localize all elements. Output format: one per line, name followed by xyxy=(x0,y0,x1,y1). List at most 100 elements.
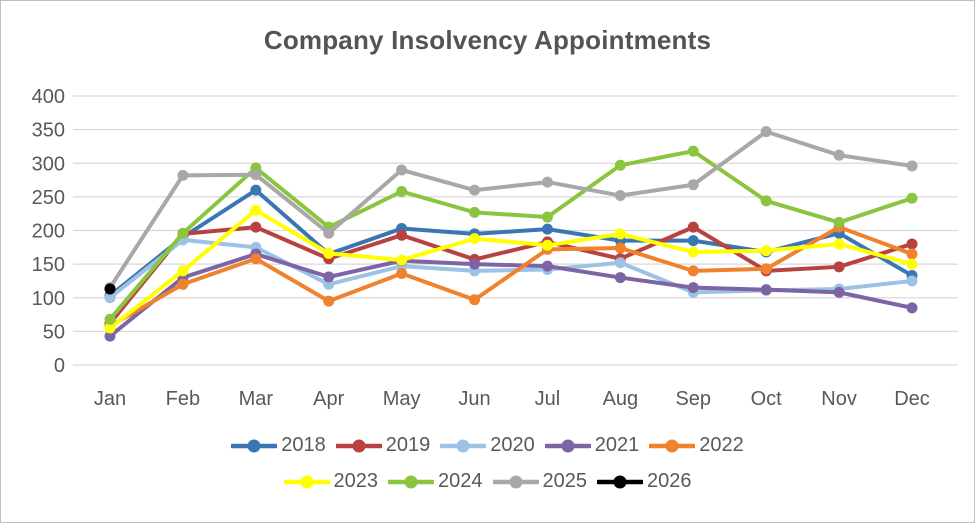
chart-title: Company Insolvency Appointments xyxy=(263,25,712,55)
legend-dot xyxy=(456,439,470,452)
legend-item-2022: 2022 xyxy=(649,434,744,457)
series-point-2025 xyxy=(760,126,772,138)
legend-marker-icon xyxy=(492,475,539,488)
x-axis-tick-label: Sep xyxy=(675,388,711,410)
legend-marker-icon xyxy=(388,475,434,488)
legend-marker-icon xyxy=(597,475,643,488)
series-point-2022 xyxy=(614,242,626,254)
series-point-2024 xyxy=(833,216,845,228)
x-axis-tick-label: Apr xyxy=(313,388,344,410)
legend-dot xyxy=(352,439,366,452)
series-point-2025 xyxy=(323,227,335,239)
series-point-2020 xyxy=(104,292,116,304)
x-axis-tick-label: Jul xyxy=(535,388,561,410)
y-axis-tick-label: 100 xyxy=(32,288,65,310)
legend-marker-icon xyxy=(231,439,278,452)
series-point-2019 xyxy=(833,261,845,273)
series-point-2024 xyxy=(906,192,918,204)
series-point-2021 xyxy=(760,284,772,296)
y-axis-tick-label: 300 xyxy=(32,153,65,175)
legend-item-2019: 2019 xyxy=(335,434,430,457)
series-point-2018 xyxy=(250,184,262,196)
series-point-2022 xyxy=(323,295,335,307)
series-point-2024 xyxy=(396,185,408,197)
series-point-2022 xyxy=(396,268,408,280)
series-point-2024 xyxy=(687,145,699,157)
series-point-2021 xyxy=(323,271,335,283)
x-axis-tick-label: Jun xyxy=(458,388,490,410)
legend-item-2023: 2023 xyxy=(283,470,378,493)
series-point-2021 xyxy=(104,330,116,342)
series-point-2023 xyxy=(906,258,918,270)
series-point-2025 xyxy=(833,149,845,161)
series-point-2021 xyxy=(833,286,845,298)
x-axis-tick-label: Aug xyxy=(603,388,639,410)
series-line-2021 xyxy=(108,252,915,339)
series-point-2021 xyxy=(541,260,553,272)
series-point-2020 xyxy=(906,275,918,287)
series-line-2023 xyxy=(108,208,915,331)
series-point-2023 xyxy=(323,247,335,259)
series-point-2023 xyxy=(104,322,116,334)
legend-item-2026: 2026 xyxy=(597,470,692,493)
series-point-2023 xyxy=(396,254,408,266)
legend-marker-icon xyxy=(440,439,487,452)
series-point-2025 xyxy=(177,169,189,181)
series-point-2025 xyxy=(541,176,553,188)
legend-label: 2020 xyxy=(490,434,535,456)
series-point-2024 xyxy=(469,206,481,218)
series-point-2023 xyxy=(250,204,262,216)
legend-marker-icon xyxy=(283,475,330,488)
legend-dot xyxy=(665,439,679,452)
series-point-2022 xyxy=(469,294,481,306)
y-axis-tick-label: 0 xyxy=(54,355,65,377)
y-axis-tick-label: 200 xyxy=(32,221,65,243)
series-point-2022 xyxy=(906,248,918,260)
legend-dot xyxy=(561,439,575,452)
x-axis-tick-label: Dec xyxy=(894,388,930,410)
series-point-2024 xyxy=(614,159,626,171)
y-axis-tick-label: 350 xyxy=(32,120,65,142)
legend-label: 2026 xyxy=(647,470,692,492)
legend-dot xyxy=(613,475,627,488)
series-point-2021 xyxy=(614,272,626,284)
series-point-2023 xyxy=(760,245,772,257)
series-point-2019 xyxy=(250,221,262,233)
series-point-2025 xyxy=(250,169,262,181)
series-point-2021 xyxy=(469,258,481,270)
series-point-2024 xyxy=(760,195,772,207)
legend-dot xyxy=(247,439,261,452)
series-point-2019 xyxy=(906,238,918,250)
legend-item-2018: 2018 xyxy=(231,434,326,457)
x-axis-tick-label: Mar xyxy=(239,388,274,410)
series-point-2025 xyxy=(906,160,918,172)
series-point-2025 xyxy=(687,179,699,191)
series-point-2022 xyxy=(250,253,262,265)
legend-marker-icon xyxy=(544,439,591,452)
series-point-2026 xyxy=(104,283,116,295)
legend-dot xyxy=(509,475,522,488)
series-line-2019 xyxy=(108,225,915,326)
legend-label: 2018 xyxy=(281,434,326,456)
legend-marker-icon xyxy=(335,439,382,452)
legend-label: 2024 xyxy=(438,470,483,492)
legend-marker-icon xyxy=(649,439,696,452)
series-point-2025 xyxy=(614,190,626,202)
series-point-2023 xyxy=(687,246,699,258)
y-axis-tick-label: 150 xyxy=(32,254,65,276)
x-axis-tick-label: Feb xyxy=(166,388,200,410)
y-axis-tick-label: 250 xyxy=(32,187,65,209)
series-point-2025 xyxy=(396,164,408,176)
x-axis-tick-label: May xyxy=(383,388,421,410)
x-axis-tick-label: Nov xyxy=(821,388,857,410)
series-point-2024 xyxy=(104,313,116,325)
series-point-2018 xyxy=(541,223,553,235)
series-point-2019 xyxy=(396,229,408,241)
y-axis-tick-label: 400 xyxy=(32,86,65,108)
series-point-2022 xyxy=(760,263,772,275)
series-point-2019 xyxy=(687,221,699,233)
series-point-2024 xyxy=(541,211,553,223)
series-point-2022 xyxy=(177,278,189,290)
